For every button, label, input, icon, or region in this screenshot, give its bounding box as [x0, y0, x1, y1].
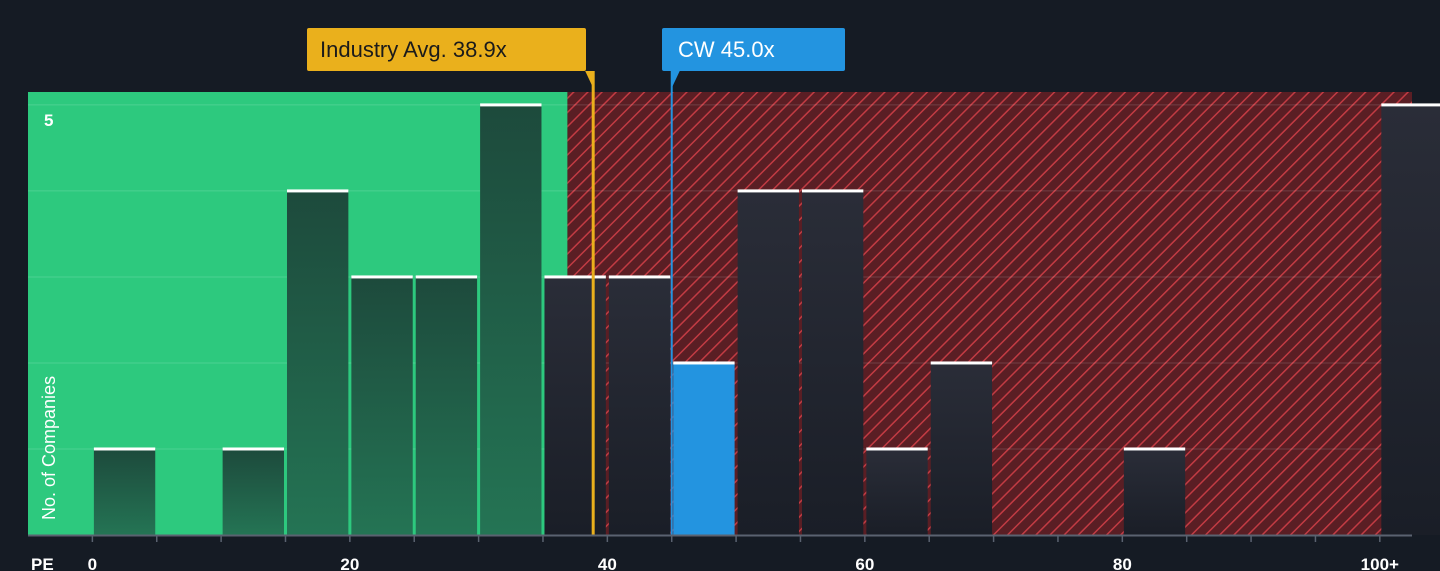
bars-layer — [93, 103, 1440, 535]
x-tick-label: 0 — [88, 555, 97, 571]
bar-cap — [93, 447, 156, 451]
x-axis-label: PE — [31, 555, 54, 571]
histogram-bar — [608, 276, 671, 535]
bar-cap — [222, 447, 284, 451]
x-tick-label: 80 — [1113, 555, 1132, 571]
bar-cap — [544, 275, 606, 279]
histogram-bar — [801, 190, 864, 535]
histogram-bar — [930, 362, 993, 535]
bar-cap — [801, 189, 864, 193]
histogram-bar — [737, 190, 799, 535]
histogram-bar — [1123, 448, 1186, 535]
bar-cap — [930, 361, 993, 365]
axis-layer: 0 20 40 60 80 100+ — [28, 534, 1412, 571]
bar-cap — [480, 103, 542, 107]
company-label-box — [662, 28, 845, 71]
industry-avg-label: Industry Avg. 38.9x — [320, 37, 507, 62]
bar-cap — [737, 189, 799, 193]
histogram-bar — [351, 276, 413, 535]
bar-cap — [608, 275, 671, 279]
bar-cap — [1381, 103, 1440, 107]
histogram-bar — [866, 448, 928, 535]
x-tick-label: 100+ — [1361, 555, 1399, 571]
histogram-bar — [286, 190, 349, 535]
histogram-bar — [93, 448, 156, 535]
reference-lines-layer — [585, 71, 680, 535]
industry-avg-label-box — [307, 28, 586, 71]
bar-cap — [673, 361, 735, 365]
bar-cap — [866, 447, 928, 451]
histogram-bar — [1381, 104, 1440, 535]
histogram-bar — [222, 448, 284, 535]
company-label: CW 45.0x — [678, 37, 775, 62]
bar-cap — [286, 189, 349, 193]
company-callout: CW 45.0x — [662, 28, 845, 71]
y-axis-label: No. of Companies — [39, 376, 59, 520]
industry-avg-pointer — [585, 71, 594, 88]
x-tick-label: 60 — [855, 555, 874, 571]
bar-cap — [1123, 447, 1186, 451]
histogram-bar — [480, 104, 542, 535]
bar-cap — [415, 275, 478, 279]
industry-avg-callout: Industry Avg. 38.9x — [307, 28, 586, 71]
histogram-bar — [544, 276, 606, 535]
histogram-bar — [415, 276, 478, 535]
company-pointer — [671, 71, 680, 88]
histogram-bar — [673, 362, 735, 535]
bar-cap — [351, 275, 413, 279]
y-tick-label: 5 — [44, 111, 53, 130]
x-tick-label: 40 — [598, 555, 617, 571]
x-tick-label: 20 — [340, 555, 359, 571]
